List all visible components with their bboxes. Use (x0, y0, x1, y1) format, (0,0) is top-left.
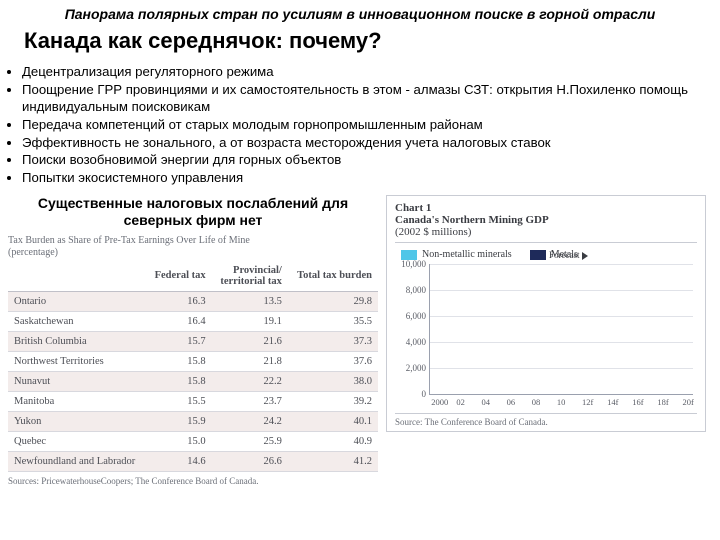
table-cell: 15.5 (146, 391, 211, 411)
table-cell: Manitoba (8, 391, 146, 411)
table-cell: 21.8 (212, 351, 288, 371)
legend-swatch (530, 250, 546, 260)
y-tick-label: 10,000 (396, 259, 426, 269)
x-tick-label: 02 (456, 397, 464, 407)
table-header: Federal tax (146, 261, 211, 292)
table-cell: 14.6 (146, 451, 211, 471)
table-cell: 15.7 (146, 331, 211, 351)
x-tick-label: 16f (632, 397, 640, 407)
x-tick-label (469, 397, 477, 407)
table-cell: 29.8 (288, 291, 378, 311)
bullet-item: Децентрализация регуляторного режима (22, 64, 712, 81)
table-cell: 25.9 (212, 431, 288, 451)
x-tick-label: 08 (532, 397, 540, 407)
table-source: Sources: PricewaterhouseCoopers; The Con… (8, 476, 378, 486)
table-cell: 15.8 (146, 351, 211, 371)
table-cell: Saskatchewan (8, 311, 146, 331)
table-row: Newfoundland and Labrador14.626.641.2 (8, 451, 378, 471)
table-cell: British Columbia (8, 331, 146, 351)
chart-subtitle: (2002 $ millions) (395, 226, 697, 243)
x-tick-label (670, 397, 678, 407)
table-cell: 35.5 (288, 311, 378, 331)
table-cell: 37.6 (288, 351, 378, 371)
table-cell: 16.3 (146, 291, 211, 311)
table-row: Manitoba15.523.739.2 (8, 391, 378, 411)
x-tick-label (595, 397, 603, 407)
table-cell: Northwest Territories (8, 351, 146, 371)
table-cell: 24.2 (212, 411, 288, 431)
page-title: Канада как середнячок: почему? (24, 28, 712, 54)
bullet-item: Передача компетенций от старых молодым г… (22, 117, 712, 134)
chart-xaxis: 2000 02 04 06 08 10 12f 14f 16f 18f 20f (429, 397, 693, 407)
table-cell: 23.7 (212, 391, 288, 411)
table-cell: 15.9 (146, 411, 211, 431)
table-cell: 40.9 (288, 431, 378, 451)
table-row: Saskatchewan16.419.135.5 (8, 311, 378, 331)
bullet-item: Эффективность не зонального, а от возрас… (22, 135, 712, 152)
table-cell: 41.2 (288, 451, 378, 471)
x-tick-label (645, 397, 653, 407)
y-tick-label: 8,000 (396, 285, 426, 295)
x-tick-label: 06 (507, 397, 515, 407)
subheading-left: Существенные налоговых послаблений для с… (8, 195, 378, 229)
x-tick-label: 04 (482, 397, 490, 407)
chart-area: 02,0004,0006,0008,00010,000Forecast (429, 264, 693, 395)
chart-source: Source: The Conference Board of Canada. (395, 413, 697, 427)
table-header (8, 261, 146, 292)
chart-title: Canada's Northern Mining GDP (395, 214, 697, 226)
x-tick-label (620, 397, 628, 407)
forecast-arrow-icon (582, 252, 588, 260)
table-cell: 16.4 (146, 311, 211, 331)
table-cell: Newfoundland and Labrador (8, 451, 146, 471)
table-row: Nunavut15.822.238.0 (8, 371, 378, 391)
table-cell: Quebec (8, 431, 146, 451)
x-tick-label (494, 397, 502, 407)
forecast-label: Forecast (549, 250, 589, 260)
table-row: Quebec15.025.940.9 (8, 431, 378, 451)
table-cell: 13.5 (212, 291, 288, 311)
bullet-list: Децентрализация регуляторного режимаПоощ… (8, 64, 712, 187)
chart-box: Chart 1 Canada's Northern Mining GDP (20… (386, 195, 706, 432)
bullet-item: Поощрение ГРР провинциями и их самостоят… (22, 82, 712, 116)
table-cell: Yukon (8, 411, 146, 431)
x-tick-label: 2000 (431, 397, 439, 407)
x-tick-label (569, 397, 577, 407)
table-cell: 40.1 (288, 411, 378, 431)
table-cell: 19.1 (212, 311, 288, 331)
x-tick-label: 10 (557, 397, 565, 407)
tax-table: Federal taxProvincial/territorial taxTot… (8, 261, 378, 472)
table-cell: Ontario (8, 291, 146, 311)
table-cell: 38.0 (288, 371, 378, 391)
table-row: Northwest Territories15.821.837.6 (8, 351, 378, 371)
y-tick-label: 0 (396, 389, 426, 399)
table-cell: 26.6 (212, 451, 288, 471)
y-tick-label: 6,000 (396, 311, 426, 321)
x-tick-label (519, 397, 527, 407)
bullet-item: Поиски возобновимой энергии для горных о… (22, 152, 712, 169)
y-tick-label: 2,000 (396, 363, 426, 373)
x-tick-label: 20f (683, 397, 691, 407)
table-cell: 15.8 (146, 371, 211, 391)
bullet-item: Попытки экосистемного управления (22, 170, 712, 187)
y-tick-label: 4,000 (396, 337, 426, 347)
table-cell: 22.2 (212, 371, 288, 391)
table-header: Total tax burden (288, 261, 378, 292)
x-tick-label (444, 397, 452, 407)
x-tick-label: 12f (582, 397, 590, 407)
table-row: Ontario16.313.529.8 (8, 291, 378, 311)
table-cell: Nunavut (8, 371, 146, 391)
table-cell: 21.6 (212, 331, 288, 351)
x-tick-label: 18f (657, 397, 665, 407)
table-caption: Tax Burden as Share of Pre-Tax Earnings … (8, 235, 378, 259)
supertitle: Панорама полярных стран по усилиям в инн… (8, 6, 712, 22)
table-header: Provincial/territorial tax (212, 261, 288, 292)
x-tick-label: 14f (607, 397, 615, 407)
table-cell: 37.3 (288, 331, 378, 351)
table-row: Yukon15.924.240.1 (8, 411, 378, 431)
x-tick-label (544, 397, 552, 407)
table-cell: 39.2 (288, 391, 378, 411)
chart-label: Chart 1 (395, 202, 697, 214)
table-cell: 15.0 (146, 431, 211, 451)
table-row: British Columbia15.721.637.3 (8, 331, 378, 351)
